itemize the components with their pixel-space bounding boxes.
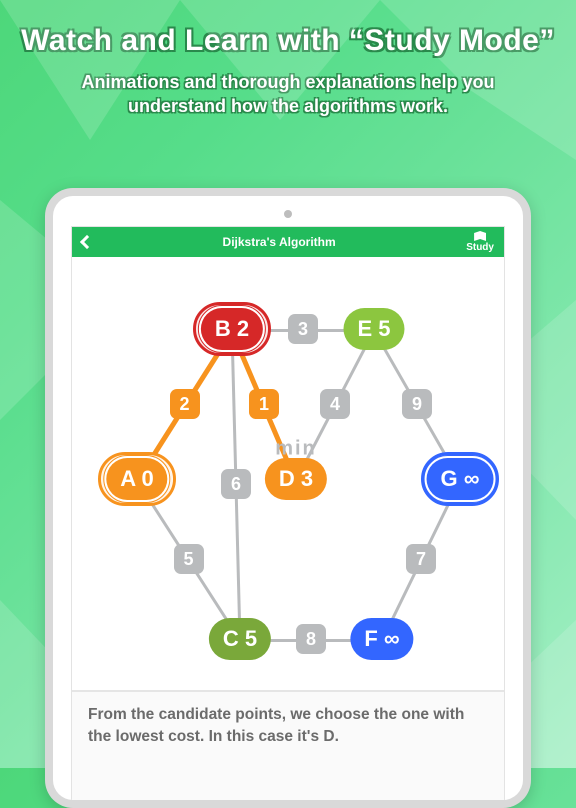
weight-B-C: 6	[221, 469, 251, 499]
study-label: Study	[466, 242, 494, 253]
node-D: D 3	[265, 458, 327, 500]
weight-D-E: 4	[320, 389, 350, 419]
node-ring-G	[421, 452, 499, 506]
navbar: Dijkstra's Algorithm Study	[72, 227, 504, 257]
node-ring-A	[98, 452, 176, 506]
weight-B-D: 1	[249, 389, 279, 419]
node-C: C 5	[209, 618, 271, 660]
node-F: F ∞	[350, 618, 413, 660]
tablet-screen: Dijkstra's Algorithm Study 213564987minA…	[71, 226, 505, 800]
graph-diagram: 213564987minA 0B 2C 5D 3E 5F ∞G ∞	[72, 257, 504, 687]
tablet-frame: Dijkstra's Algorithm Study 213564987minA…	[45, 188, 531, 808]
weight-E-G: 9	[402, 389, 432, 419]
navbar-title: Dijkstra's Algorithm	[223, 235, 336, 249]
node-ring-B	[193, 302, 271, 356]
node-E: E 5	[343, 308, 404, 350]
weight-B-E: 3	[288, 314, 318, 344]
weight-A-B: 2	[170, 389, 200, 419]
study-button[interactable]: Study	[466, 231, 494, 253]
back-icon[interactable]	[80, 235, 94, 249]
tablet-sensor	[284, 210, 292, 218]
book-icon	[474, 231, 486, 241]
weight-A-C: 5	[174, 544, 204, 574]
explanation-caption: From the candidate points, we choose the…	[72, 690, 504, 800]
weight-F-G: 7	[406, 544, 436, 574]
weight-C-F: 8	[296, 624, 326, 654]
